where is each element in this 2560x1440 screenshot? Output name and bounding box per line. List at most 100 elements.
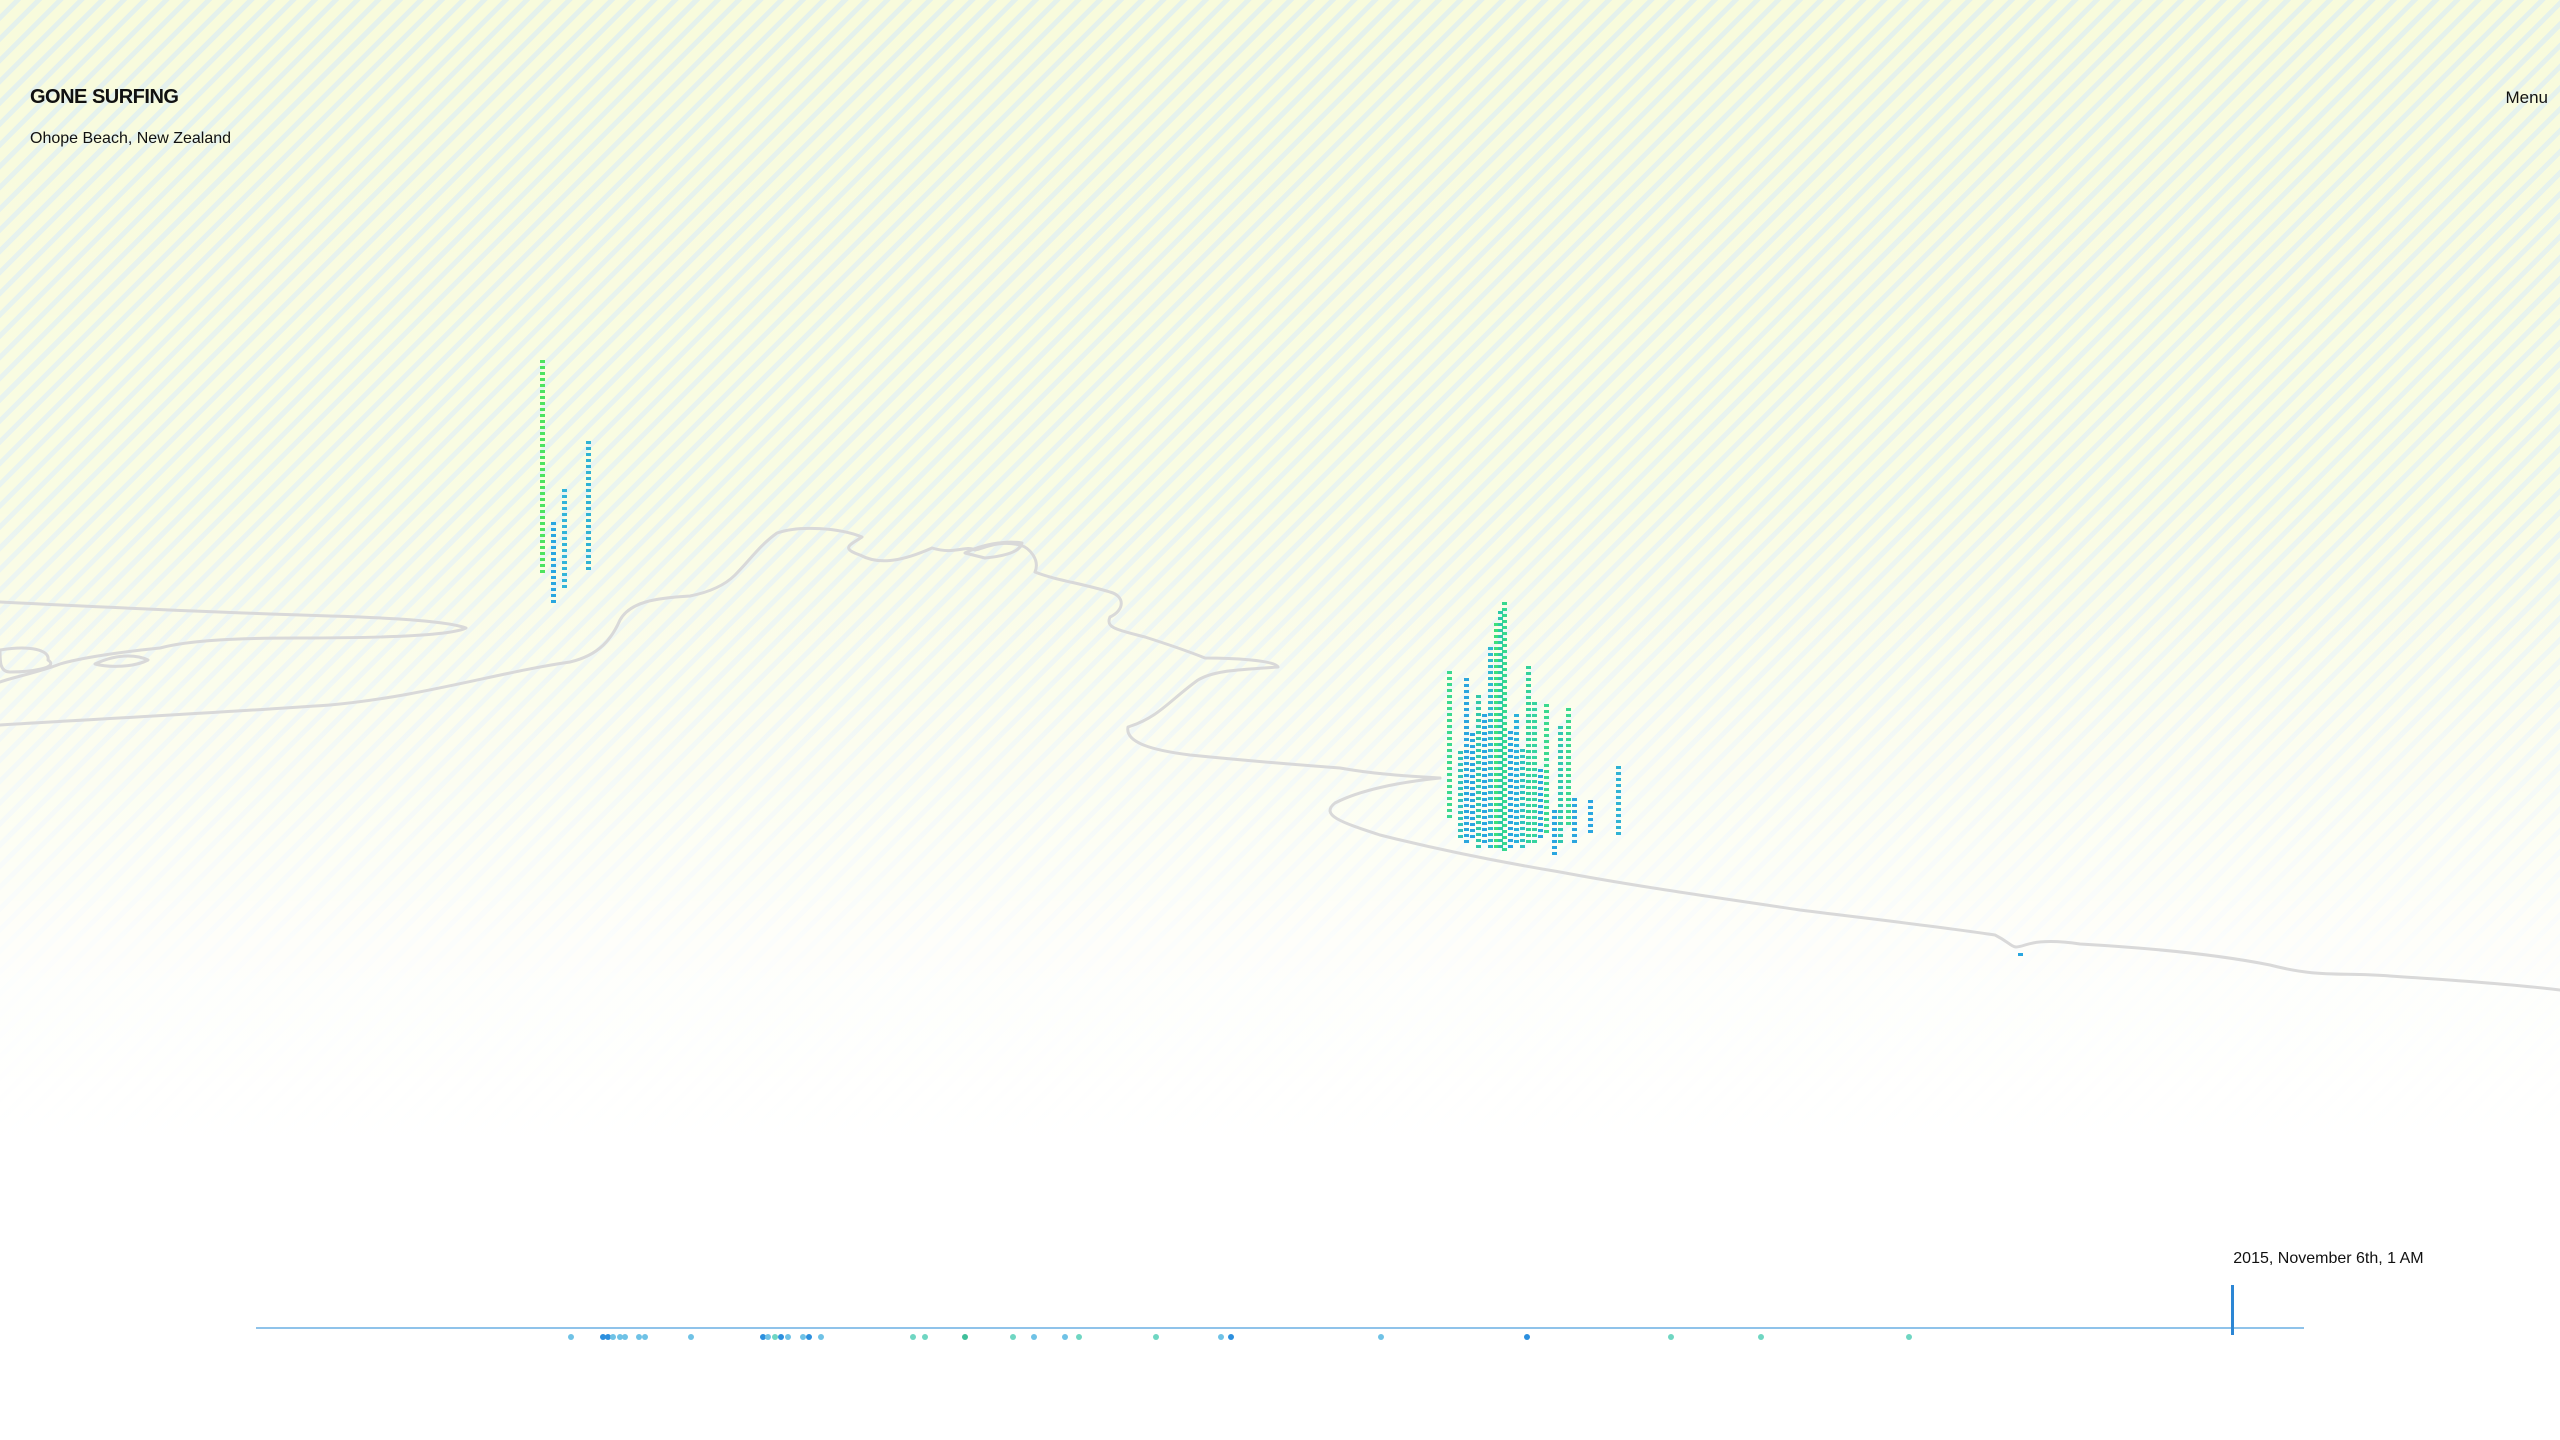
swell-dash: [1552, 828, 1557, 831]
timeline-dot[interactable]: [1668, 1334, 1674, 1340]
swell-bar[interactable]: [1458, 751, 1463, 838]
swell-dash: [1514, 840, 1519, 843]
timeline-dot[interactable]: [772, 1334, 778, 1340]
timeline-dot[interactable]: [962, 1334, 968, 1340]
timeline-dot[interactable]: [1378, 1334, 1384, 1340]
swell-dash: [1544, 734, 1549, 737]
swell-bar[interactable]: [1502, 602, 1507, 851]
timeline-dot[interactable]: [1031, 1334, 1037, 1340]
timeline-dot[interactable]: [910, 1334, 916, 1340]
swell-dash: [1532, 816, 1537, 819]
swell-bar[interactable]: [2018, 953, 2023, 956]
swell-dash: [1520, 767, 1525, 770]
swell-dash: [1494, 671, 1499, 674]
swell-bar[interactable]: [1538, 769, 1543, 838]
swell-dash: [1464, 822, 1469, 825]
swell-bar[interactable]: [1514, 714, 1519, 843]
swell-dash: [1488, 803, 1493, 806]
swell-dash: [551, 522, 556, 525]
timeline-dot[interactable]: [785, 1334, 791, 1340]
swell-dash: [1498, 719, 1503, 722]
timeline-dot[interactable]: [642, 1334, 648, 1340]
swell-bar[interactable]: [1526, 666, 1531, 843]
timeline-dot[interactable]: [1906, 1334, 1912, 1340]
swell-bar[interactable]: [1572, 798, 1577, 843]
swell-dash: [1520, 797, 1525, 800]
swell-bar[interactable]: [562, 489, 567, 588]
swell-dash: [1502, 638, 1507, 641]
swell-bar[interactable]: [1494, 623, 1499, 848]
swell-bar[interactable]: [540, 360, 545, 573]
swell-dash: [1447, 773, 1452, 776]
swell-dash: [1476, 719, 1481, 722]
swell-bar[interactable]: [1476, 695, 1481, 848]
timeline-dot[interactable]: [806, 1334, 812, 1340]
swell-bar[interactable]: [551, 522, 556, 603]
swell-bar[interactable]: [1498, 611, 1503, 848]
timeline-dot[interactable]: [617, 1334, 623, 1340]
swell-dash: [1447, 761, 1452, 764]
timeline-dot[interactable]: [922, 1334, 928, 1340]
swell-bar[interactable]: [1544, 704, 1549, 833]
swell-dash: [540, 378, 545, 381]
swell-bar[interactable]: [1464, 678, 1469, 843]
timeline-dot[interactable]: [622, 1334, 628, 1340]
swell-dash: [1464, 762, 1469, 765]
timeline-dot[interactable]: [636, 1334, 642, 1340]
swell-dash: [1616, 790, 1621, 793]
swell-dash: [1498, 737, 1503, 740]
timeline-dot[interactable]: [1010, 1334, 1016, 1340]
swell-dash: [1494, 713, 1499, 716]
timeline-dot[interactable]: [1524, 1334, 1530, 1340]
swell-bar[interactable]: [1532, 702, 1537, 843]
timeline-dot[interactable]: [760, 1334, 766, 1340]
swell-dash: [1502, 812, 1507, 815]
swell-dash: [1502, 662, 1507, 665]
swell-bar[interactable]: [1552, 810, 1557, 855]
swell-bar[interactable]: [1558, 726, 1563, 843]
timeline-cursor[interactable]: [2231, 1285, 2235, 1335]
timeline-dot[interactable]: [1218, 1334, 1224, 1340]
swell-dash: [1558, 756, 1563, 759]
swell-bar[interactable]: [1482, 714, 1487, 843]
swell-bar[interactable]: [1488, 647, 1493, 848]
swell-dash: [1502, 776, 1507, 779]
swell-bar[interactable]: [586, 441, 591, 570]
swell-dash: [1520, 755, 1525, 758]
timeline-dot[interactable]: [1153, 1334, 1159, 1340]
swell-dash: [1488, 833, 1493, 836]
timeline-dot[interactable]: [1228, 1334, 1234, 1340]
swell-bar[interactable]: [1447, 671, 1452, 818]
swell-bar[interactable]: [1588, 800, 1593, 833]
timeline-dot[interactable]: [765, 1334, 771, 1340]
swell-dash: [1532, 828, 1537, 831]
swell-bar[interactable]: [1508, 731, 1513, 848]
timeline-dot[interactable]: [1758, 1334, 1764, 1340]
swell-bar[interactable]: [1520, 749, 1525, 848]
timeline-dot[interactable]: [778, 1334, 784, 1340]
swell-dash: [1464, 744, 1469, 747]
timeline-dot[interactable]: [605, 1334, 611, 1340]
swell-dash: [1494, 803, 1499, 806]
swell-bar[interactable]: [1566, 708, 1571, 825]
menu-button[interactable]: Menu: [2505, 88, 2548, 107]
swell-dash: [1532, 798, 1537, 801]
timeline-dot[interactable]: [688, 1334, 694, 1340]
timeline-dot[interactable]: [600, 1334, 606, 1340]
timeline-track[interactable]: [256, 1327, 2304, 1329]
swell-dash: [1494, 665, 1499, 668]
site-title[interactable]: GONE SURFING: [30, 86, 179, 108]
timeline-dot[interactable]: [818, 1334, 824, 1340]
timeline-dot[interactable]: [1062, 1334, 1068, 1340]
swell-bar[interactable]: [1470, 733, 1475, 838]
swell-dash: [1488, 773, 1493, 776]
timeline-dot[interactable]: [800, 1334, 806, 1340]
timeline-dot[interactable]: [1076, 1334, 1082, 1340]
swell-dash: [1544, 710, 1549, 713]
timeline-dot[interactable]: [568, 1334, 574, 1340]
swell-bar[interactable]: [1616, 766, 1621, 835]
swell-dash: [1498, 725, 1503, 728]
timeline-dot[interactable]: [610, 1334, 616, 1340]
swell-dash: [551, 570, 556, 573]
